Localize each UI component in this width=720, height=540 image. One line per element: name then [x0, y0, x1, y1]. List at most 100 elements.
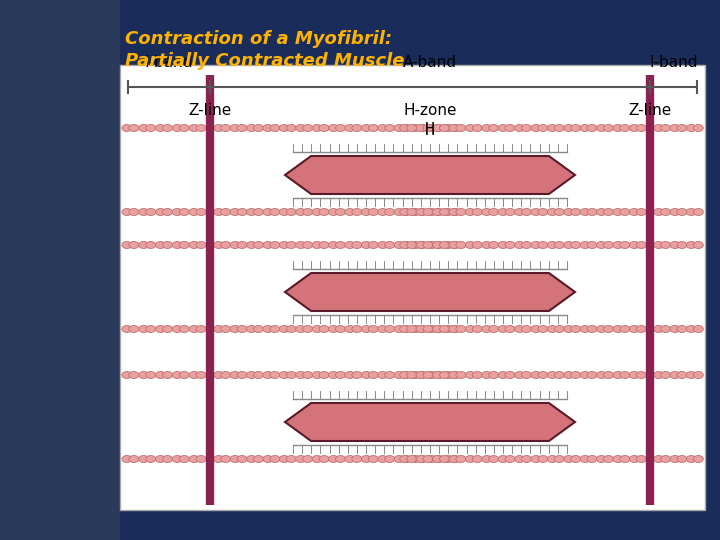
Ellipse shape	[407, 125, 417, 132]
Ellipse shape	[580, 372, 590, 379]
Ellipse shape	[237, 372, 247, 379]
Ellipse shape	[172, 208, 182, 215]
Ellipse shape	[439, 456, 449, 462]
Ellipse shape	[521, 208, 531, 215]
Ellipse shape	[554, 326, 564, 333]
Ellipse shape	[547, 208, 557, 215]
Ellipse shape	[196, 326, 206, 333]
Ellipse shape	[319, 125, 329, 132]
Ellipse shape	[296, 456, 306, 462]
Ellipse shape	[521, 241, 531, 248]
Ellipse shape	[693, 456, 703, 462]
Ellipse shape	[394, 456, 404, 462]
Ellipse shape	[336, 241, 346, 248]
Ellipse shape	[336, 326, 346, 333]
Ellipse shape	[538, 125, 548, 132]
Ellipse shape	[384, 326, 395, 333]
Ellipse shape	[369, 208, 378, 215]
Ellipse shape	[482, 125, 492, 132]
Ellipse shape	[427, 241, 437, 248]
Ellipse shape	[456, 326, 466, 333]
Ellipse shape	[369, 125, 378, 132]
Ellipse shape	[449, 125, 459, 132]
Ellipse shape	[620, 372, 630, 379]
Ellipse shape	[564, 125, 574, 132]
Ellipse shape	[319, 208, 329, 215]
Ellipse shape	[661, 241, 670, 248]
Bar	[120, 65, 705, 510]
Ellipse shape	[253, 326, 264, 333]
Ellipse shape	[122, 456, 132, 462]
Ellipse shape	[384, 241, 395, 248]
Ellipse shape	[670, 241, 680, 248]
Ellipse shape	[163, 241, 173, 248]
Ellipse shape	[489, 208, 499, 215]
Ellipse shape	[596, 326, 606, 333]
Ellipse shape	[564, 372, 574, 379]
Ellipse shape	[613, 456, 623, 462]
Ellipse shape	[384, 208, 395, 215]
Ellipse shape	[654, 326, 664, 333]
Ellipse shape	[580, 456, 590, 462]
Ellipse shape	[449, 241, 459, 248]
Ellipse shape	[444, 208, 454, 215]
Ellipse shape	[450, 208, 460, 215]
Ellipse shape	[196, 208, 206, 215]
Ellipse shape	[505, 456, 515, 462]
Ellipse shape	[145, 456, 156, 462]
Ellipse shape	[547, 125, 557, 132]
Ellipse shape	[515, 326, 524, 333]
Ellipse shape	[312, 326, 322, 333]
Ellipse shape	[214, 372, 224, 379]
Ellipse shape	[547, 456, 557, 462]
Ellipse shape	[401, 125, 411, 132]
Ellipse shape	[498, 326, 508, 333]
Ellipse shape	[122, 241, 132, 248]
Text: Contraction of a Myofibril:: Contraction of a Myofibril:	[125, 30, 392, 48]
Ellipse shape	[407, 208, 417, 215]
Ellipse shape	[122, 326, 132, 333]
Ellipse shape	[686, 208, 696, 215]
Ellipse shape	[237, 125, 247, 132]
Ellipse shape	[603, 125, 613, 132]
Ellipse shape	[444, 372, 454, 379]
Ellipse shape	[538, 208, 548, 215]
Ellipse shape	[677, 208, 687, 215]
Ellipse shape	[433, 456, 443, 462]
Ellipse shape	[547, 372, 557, 379]
Ellipse shape	[427, 208, 437, 215]
Polygon shape	[285, 156, 575, 194]
Ellipse shape	[172, 456, 182, 462]
Ellipse shape	[587, 372, 597, 379]
Ellipse shape	[378, 372, 387, 379]
Ellipse shape	[407, 326, 417, 333]
Ellipse shape	[230, 125, 240, 132]
Ellipse shape	[456, 456, 466, 462]
Ellipse shape	[400, 326, 410, 333]
Ellipse shape	[328, 456, 338, 462]
Ellipse shape	[498, 456, 508, 462]
Ellipse shape	[482, 208, 492, 215]
Ellipse shape	[122, 208, 132, 215]
Ellipse shape	[571, 456, 581, 462]
Ellipse shape	[145, 372, 156, 379]
Ellipse shape	[654, 456, 664, 462]
Ellipse shape	[677, 241, 687, 248]
Ellipse shape	[302, 241, 312, 248]
Ellipse shape	[538, 456, 548, 462]
Ellipse shape	[596, 125, 606, 132]
Ellipse shape	[246, 456, 256, 462]
Ellipse shape	[172, 241, 182, 248]
Ellipse shape	[636, 456, 647, 462]
Ellipse shape	[122, 372, 132, 379]
Ellipse shape	[369, 456, 378, 462]
Ellipse shape	[521, 372, 531, 379]
Ellipse shape	[214, 326, 224, 333]
Ellipse shape	[237, 241, 247, 248]
Ellipse shape	[587, 208, 597, 215]
Ellipse shape	[263, 326, 273, 333]
Ellipse shape	[416, 208, 426, 215]
Ellipse shape	[465, 208, 475, 215]
Ellipse shape	[677, 372, 687, 379]
Ellipse shape	[163, 208, 173, 215]
